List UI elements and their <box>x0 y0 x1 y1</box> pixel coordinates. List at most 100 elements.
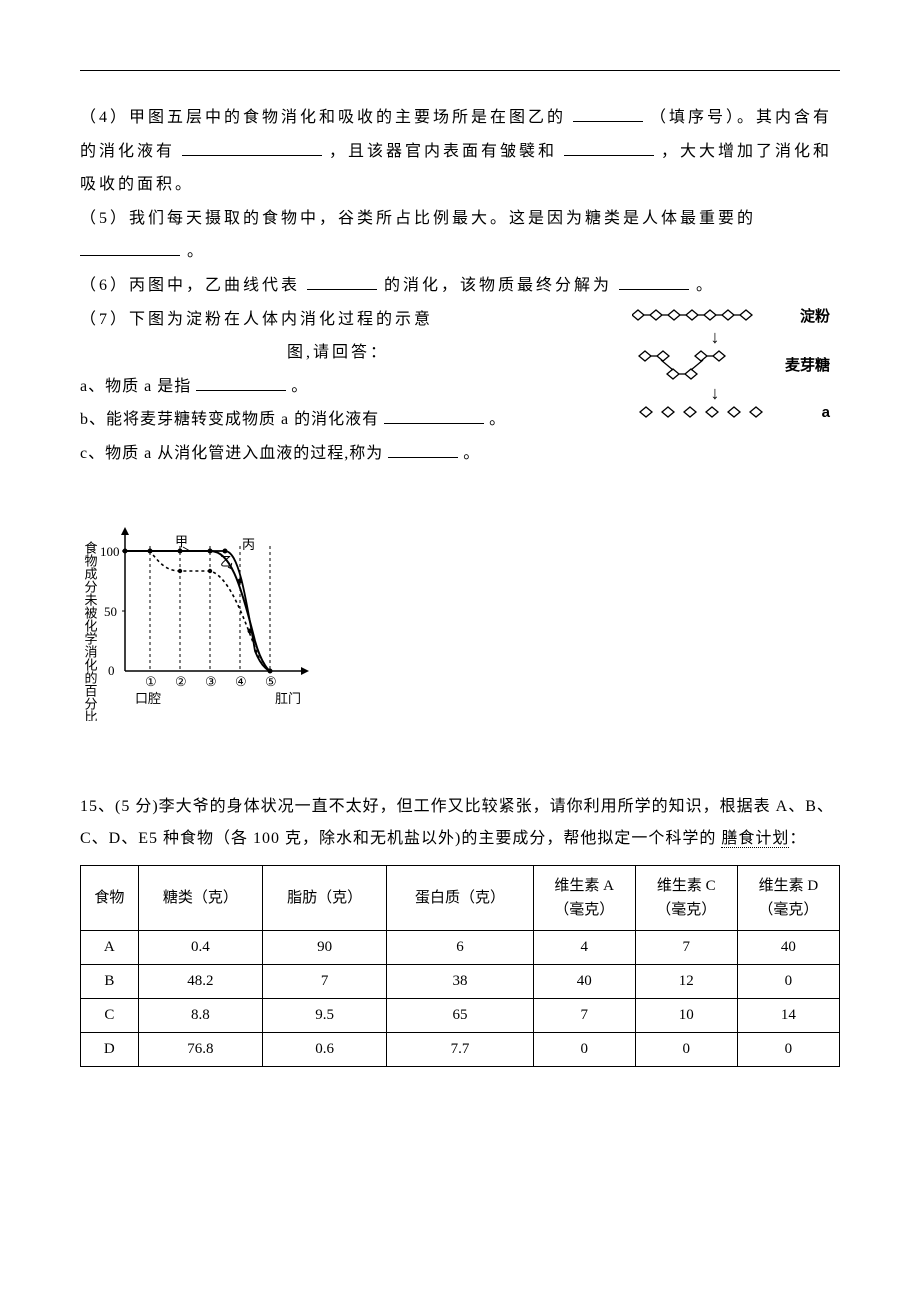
q7-b-end: 。 <box>489 411 506 428</box>
col-vitc-l2: （毫克） <box>656 902 716 918</box>
question-6: （6）丙图中，乙曲线代表 的消化，该物质最终分解为 。 <box>80 269 840 303</box>
cell: 7 <box>262 964 386 998</box>
cell: 4 <box>533 930 635 964</box>
a-label: a <box>822 404 830 421</box>
q15-lead: 15、(5 分)李大爷的身体状况一直不太好，但工作又比较紧张，请你利用所学的知识… <box>80 791 840 855</box>
blank <box>619 275 689 290</box>
table-row: A 0.4 90 6 4 7 40 <box>81 930 840 964</box>
q7-b-text: b、能将麦芽糖转变成物质 a 的消化液有 <box>80 411 379 428</box>
cell: 6 <box>387 930 533 964</box>
x-start-label: 口腔 <box>135 691 161 706</box>
col-food: 食物 <box>81 865 139 930</box>
arrow-down-icon: ↓ <box>600 328 830 346</box>
table-body: A 0.4 90 6 4 7 40 B 48.2 7 38 40 12 0 <box>81 930 840 1066</box>
col-vitd-l2: （毫克） <box>758 902 818 918</box>
col-vitd: 维生素 D （毫克） <box>737 865 839 930</box>
col-sugar: 糖类（克） <box>138 865 262 930</box>
y-axis-label: 食物成分未被化学消化的百分比 <box>83 540 98 721</box>
table-row: C 8.8 9.5 65 7 10 14 <box>81 998 840 1032</box>
blank <box>384 409 484 424</box>
cell: B <box>81 964 139 998</box>
maltose-icon <box>629 348 749 382</box>
cell: 0.6 <box>262 1032 386 1066</box>
cell: 10 <box>635 998 737 1032</box>
blank <box>388 443 458 458</box>
cell: 0 <box>635 1032 737 1066</box>
ytick: 100 <box>100 544 120 559</box>
glucose-icon <box>638 404 778 420</box>
x-end-label: 肛门 <box>275 691 301 706</box>
col-vita-l1: 维生素 A <box>554 878 614 894</box>
q6-text-2: 的消化，该物质最终分解为 <box>384 277 612 294</box>
blank <box>182 140 322 155</box>
cell: 38 <box>387 964 533 998</box>
page: （4）甲图五层中的食物消化和吸收的主要场所是在图乙的 （填序号）。其内含有的消化… <box>0 0 920 1127</box>
q7-text-1: （7）下图为淀粉在人体内消化过程的示意 <box>80 311 433 328</box>
q7-c-text: c、物质 a 从消化管进入血液的过程,称为 <box>80 445 383 462</box>
q7-text-2: 图,请回答： <box>287 344 389 361</box>
starch-diagram: 淀粉 ↓ 麦芽糖 ↓ <box>600 303 830 423</box>
col-vitc-l1: 维生素 C <box>657 878 716 894</box>
table-row: B 48.2 7 38 40 12 0 <box>81 964 840 998</box>
maltose-label: 麦芽糖 <box>785 354 830 375</box>
starch-row-3: a <box>600 404 830 421</box>
cell: 7.7 <box>387 1032 533 1066</box>
blank <box>564 140 654 155</box>
nutrition-table: 食物 糖类（克） 脂肪（克） 蛋白质（克） 维生素 A （毫克） 维生素 C （… <box>80 865 840 1067</box>
cell: 0 <box>737 964 839 998</box>
q4-text-1: （4）甲图五层中的食物消化和吸收的主要场所是在图乙的 <box>80 109 566 126</box>
ytick: 50 <box>104 604 117 619</box>
cell: 14 <box>737 998 839 1032</box>
col-vitd-l1: 维生素 D <box>759 878 819 894</box>
q7-c: c、物质 a 从消化管进入血液的过程,称为 。 <box>80 437 840 471</box>
starch-row-2: 麦芽糖 <box>600 348 830 382</box>
cell: 0.4 <box>138 930 262 964</box>
cell: 90 <box>262 930 386 964</box>
top-rule <box>80 70 840 71</box>
blank <box>307 275 377 290</box>
series-label: 丙 <box>242 537 255 552</box>
question-5: （5）我们每天摄取的食物中，谷类所占比例最大。这是因为糖类是人体最重要的 。 <box>80 202 840 269</box>
cell: 0 <box>533 1032 635 1066</box>
cell: 7 <box>533 998 635 1032</box>
xtick: ⑤ <box>265 674 277 689</box>
question-7-block: 淀粉 ↓ 麦芽糖 ↓ <box>80 303 840 471</box>
xtick: ③ <box>205 674 217 689</box>
q7-a-text: a、物质 a 是指 <box>80 378 191 395</box>
question-15: 15、(5 分)李大爷的身体状况一直不太好，但工作又比较紧张，请你利用所学的知识… <box>80 791 840 1067</box>
starch-label: 淀粉 <box>800 305 830 326</box>
col-fat: 脂肪（克） <box>262 865 386 930</box>
xtick: ② <box>175 674 187 689</box>
ytick: 0 <box>108 663 115 678</box>
col-protein-l1: 蛋白质（克） <box>415 890 505 906</box>
table-header-row: 食物 糖类（克） 脂肪（克） 蛋白质（克） 维生素 A （毫克） 维生素 C （… <box>81 865 840 930</box>
blank <box>80 241 180 256</box>
digestion-chart-svg: 食物成分未被化学消化的百分比 0 50 100 <box>80 521 330 721</box>
series-label: 甲 <box>175 534 188 549</box>
cell: 40 <box>737 930 839 964</box>
cell: C <box>81 998 139 1032</box>
q5-text-1: （5）我们每天摄取的食物中，谷类所占比例最大。这是因为糖类是人体最重要的 <box>80 210 756 227</box>
cell: A <box>81 930 139 964</box>
cell: 40 <box>533 964 635 998</box>
table-row: D 76.8 0.6 7.7 0 0 0 <box>81 1032 840 1066</box>
q7-a-end: 。 <box>291 378 308 395</box>
q4-text-3: ，且该器官内表面有皱襞和 <box>329 143 557 160</box>
q7-c-end: 。 <box>463 445 480 462</box>
question-4: （4）甲图五层中的食物消化和吸收的主要场所是在图乙的 （填序号）。其内含有的消化… <box>80 101 840 202</box>
cell: 0 <box>737 1032 839 1066</box>
q5-text-2: 。 <box>187 243 206 260</box>
arrow-down-icon: ↓ <box>600 384 830 402</box>
q15-underline: 膳食计划 <box>721 830 789 848</box>
cell: D <box>81 1032 139 1066</box>
cell: 8.8 <box>138 998 262 1032</box>
cell: 76.8 <box>138 1032 262 1066</box>
cell: 9.5 <box>262 998 386 1032</box>
series-label: 乙 <box>220 554 233 569</box>
cell: 12 <box>635 964 737 998</box>
col-protein: 蛋白质（克） <box>387 865 533 930</box>
col-vita: 维生素 A （毫克） <box>533 865 635 930</box>
cell: 48.2 <box>138 964 262 998</box>
q6-text-3: 。 <box>696 277 715 294</box>
starch-row-1: 淀粉 <box>600 305 830 326</box>
